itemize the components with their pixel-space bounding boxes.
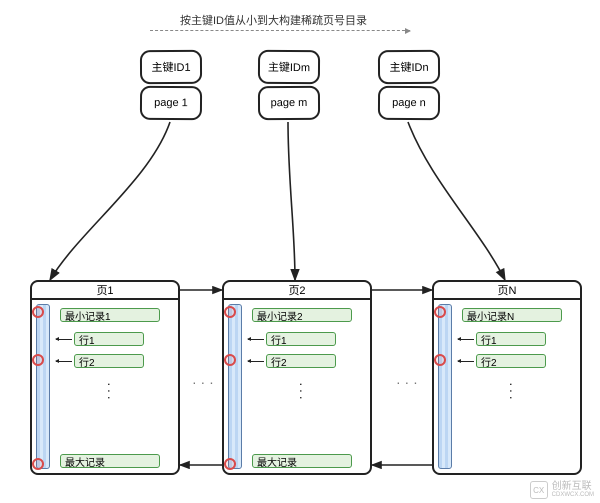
index-id-2: 主键IDm: [268, 59, 310, 75]
page-1-sidebar: [36, 304, 50, 469]
mini-arrow: [458, 339, 474, 340]
page-1: 页1 最小记录1 行1 行2 ··· 最大记录: [30, 280, 180, 475]
page-2-title: 页2: [224, 282, 370, 300]
mini-arrow: [248, 361, 264, 362]
marker: [32, 306, 44, 318]
page-1-max: 最大记录: [60, 454, 160, 468]
watermark: CX 创新互联 CDXWCX.COM: [530, 481, 594, 499]
page-2-row-2: 行2: [266, 354, 336, 368]
page-2-row-1: 行1: [266, 332, 336, 346]
index-page-box-3: page n: [378, 86, 440, 120]
mini-arrow: [248, 339, 264, 340]
page-n-row-2: 行2: [476, 354, 546, 368]
page-1-min: 最小记录1: [60, 308, 160, 322]
index-page-box-1: page 1: [140, 86, 202, 120]
page-1-row-2: 行2: [74, 354, 144, 368]
dashed-arrow: [150, 30, 410, 31]
page-n-row-1: 行1: [476, 332, 546, 346]
page-2-sidebar: [228, 304, 242, 469]
page-n-title: 页N: [434, 282, 580, 300]
marker: [32, 354, 44, 366]
mini-arrow: [458, 361, 474, 362]
index-id-3: 主键IDn: [389, 59, 428, 75]
caption: 按主键ID值从小到大构建稀疏页号目录: [180, 12, 367, 28]
page-1-row-1: 行1: [74, 332, 144, 346]
hdots: · · ·: [396, 374, 418, 390]
vdots: ···: [102, 382, 118, 402]
marker: [224, 458, 236, 470]
marker: [434, 306, 446, 318]
page-2-max: 最大记录: [252, 454, 352, 468]
vdots: ···: [294, 382, 310, 402]
marker: [224, 354, 236, 366]
page-1-title: 页1: [32, 282, 178, 300]
index-id-box-3: 主键IDn: [378, 50, 440, 84]
index-page-box-2: page m: [258, 86, 320, 120]
watermark-logo-icon: CX: [530, 481, 548, 499]
mini-arrow: [56, 339, 72, 340]
marker: [224, 306, 236, 318]
page-n-sidebar: [438, 304, 452, 469]
index-page-3: page n: [392, 97, 426, 109]
index-id-box-2: 主键IDm: [258, 50, 320, 84]
page-2: 页2 最小记录2 行1 行2 ··· 最大记录: [222, 280, 372, 475]
index-id-1: 主键ID1: [151, 59, 190, 75]
page-n: 页N 最小记录N 行1 行2 ···: [432, 280, 582, 475]
watermark-sub: CDXWCX.COM: [552, 492, 594, 498]
hdots: · · ·: [192, 374, 214, 390]
page-n-min: 最小记录N: [462, 308, 562, 322]
index-page-1: page 1: [154, 97, 188, 109]
watermark-text: 创新互联: [552, 482, 594, 492]
vdots: ···: [504, 382, 520, 402]
marker: [434, 354, 446, 366]
index-page-2: page m: [271, 97, 308, 109]
marker: [32, 458, 44, 470]
mini-arrow: [56, 361, 72, 362]
index-id-box-1: 主键ID1: [140, 50, 202, 84]
page-2-min: 最小记录2: [252, 308, 352, 322]
